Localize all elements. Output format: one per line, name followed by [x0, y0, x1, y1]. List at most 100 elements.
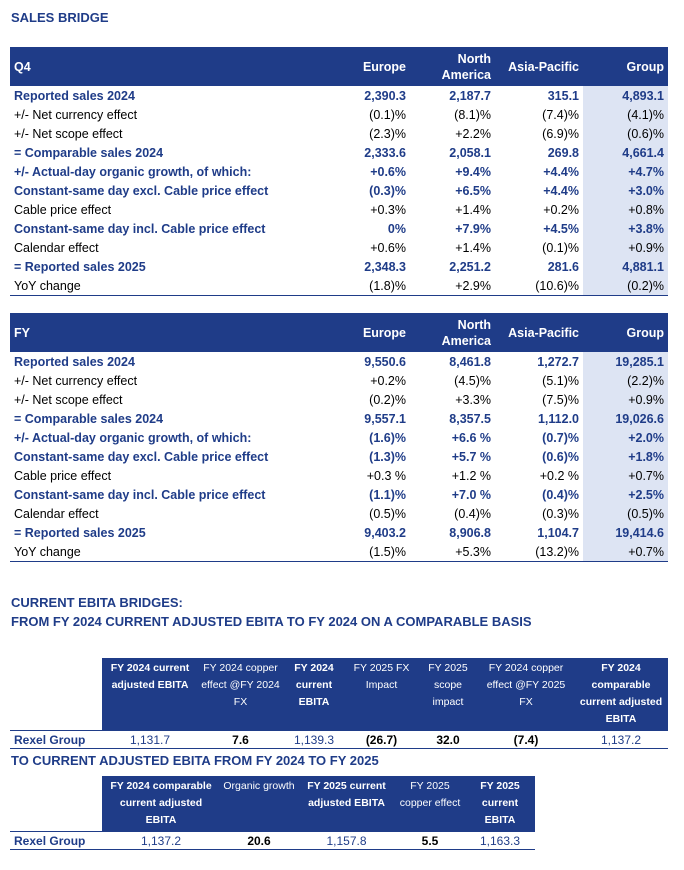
value-cell: +2.0% [583, 428, 668, 447]
section-heading: TO CURRENT ADJUSTED EBITA FROM FY 2024 T… [11, 753, 379, 768]
row-label: YoY change [10, 276, 330, 296]
row-label: +/- Net currency effect [14, 107, 138, 122]
value-cell: +7.9% [455, 221, 491, 236]
value-cell: 2,390.3 [364, 88, 406, 103]
value-cell: (0.5)% [583, 504, 668, 523]
ebita-table: FY 2024 comparable current adjusted EBIT… [10, 776, 535, 850]
value-cell: 7.6 [198, 730, 283, 749]
header-cell: FY 2024 current adjusted EBITA [102, 658, 198, 731]
value-cell: (0.4)% [542, 487, 579, 502]
value-cell: (1.1)% [369, 487, 406, 502]
row-label: Constant-same day excl. Cable price effe… [14, 449, 269, 464]
value-cell: +0.3 % [366, 468, 406, 483]
row: = Comparable sales 2024 9,557.1 8,357.5 1,1… [10, 409, 668, 428]
section-heading: FROM FY 2024 CURRENT ADJUSTED EBITA TO F… [11, 614, 532, 629]
row: Constant-same day incl. Cable price effe… [10, 485, 668, 504]
value-cell: (8.1)% [454, 107, 491, 122]
header-cell: Group [583, 47, 668, 86]
header-cell: FY 2024 current EBITA [283, 658, 345, 731]
header-cell: FY 2024 copper effect @FY 2024 FX [198, 658, 283, 731]
row: YoY change (1.8)% +2.9% (10.6)% (0.2)% [10, 276, 668, 296]
value-cell: 0% [387, 221, 406, 236]
value-cell: +4.4% [543, 183, 579, 198]
row-label: Reported sales 2024 [14, 88, 135, 103]
value-cell: +1.8% [583, 447, 668, 466]
header-row: Q4 Europe North America Asia-Pacific Group [10, 47, 668, 86]
value-cell: (0.1)% [369, 107, 406, 122]
header-cell: FY 2025 copper effect [395, 776, 465, 832]
row-label: = Reported sales 2025 [14, 525, 146, 540]
value-cell: 2,348.3 [364, 259, 406, 274]
header-row: FY Europe North America Asia-Pacific Group [10, 313, 668, 352]
value-cell: +0.8% [583, 200, 668, 219]
row: Constant-same day incl. Cable price effe… [10, 219, 668, 238]
row: Cable price effect +0.3 % +1.2 % +0.2 % +0.7… [10, 466, 668, 485]
value-cell: 1,157.8 [298, 831, 395, 850]
row-label: Calendar effect [14, 506, 99, 521]
value-cell: 5.5 [395, 831, 465, 850]
row-label: Constant-same day incl. Cable price effe… [14, 221, 266, 236]
value-cell: +1.4% [455, 202, 491, 217]
value-cell: (0.3)% [542, 506, 579, 521]
value-cell: (1.6)% [369, 430, 406, 445]
value-cell: +1.2 % [451, 468, 491, 483]
q4-table: Q4 Europe North America Asia-Pacific Group Re… [10, 47, 668, 296]
value-cell: (13.2)% [495, 542, 583, 562]
value-cell: 9,557.1 [364, 411, 406, 426]
value-cell: 20.6 [220, 831, 298, 850]
value-cell: 8,357.5 [449, 411, 491, 426]
value-cell: 4,661.4 [583, 143, 668, 162]
value-cell: +0.6% [370, 240, 406, 255]
section-heading: CURRENT EBITA BRIDGES: [11, 595, 183, 610]
row-label: = Comparable sales 2024 [14, 145, 164, 160]
row-label: Reported sales 2024 [14, 354, 135, 369]
value-cell: +6.5% [455, 183, 491, 198]
value-cell: +6.6 % [451, 430, 491, 445]
value-cell: +4.7% [583, 162, 668, 181]
header-cell: FY [10, 313, 330, 352]
value-cell: 269.8 [547, 145, 579, 160]
value-cell: 2,058.1 [449, 145, 491, 160]
header-cell: Asia-Pacific [495, 313, 583, 352]
row: Constant-same day excl. Cable price effe… [10, 181, 668, 200]
value-cell: +0.3% [370, 202, 406, 217]
value-cell: 32.0 [418, 730, 478, 749]
value-cell: (10.6)% [495, 276, 583, 296]
value-cell: (5.1)% [542, 373, 579, 388]
header-cell [10, 776, 102, 832]
value-cell: 8,461.8 [449, 354, 491, 369]
value-cell: (7.4) [478, 730, 574, 749]
value-cell: 1,272.7 [537, 354, 579, 369]
value-cell: +0.9% [583, 238, 668, 257]
value-cell: (1.8)% [330, 276, 410, 296]
header-cell: North America [410, 47, 495, 86]
header-cell: FY 2024 comparable current adjusted EBIT… [574, 658, 668, 731]
header-cell: North America [410, 313, 495, 352]
value-cell: +0.9% [583, 390, 668, 409]
value-cell: +0.7% [583, 466, 668, 485]
header-cell: FY 2025 scope impact [418, 658, 478, 731]
value-cell: (2.2)% [583, 371, 668, 390]
ebita-table: FY 2024 current adjusted EBITA FY 2024 co… [10, 658, 668, 749]
header-row: FY 2024 current adjusted EBITA FY 2024 co… [10, 658, 668, 731]
fy-table: FY Europe North America Asia-Pacific Group Re… [10, 313, 668, 562]
value-cell: (1.3)% [369, 449, 406, 464]
value-cell: 1,137.2 [574, 730, 668, 749]
value-cell: +0.7% [583, 542, 668, 562]
row-label: Calendar effect [14, 240, 99, 255]
value-cell: 1,139.3 [283, 730, 345, 749]
row-label: +/- Actual-day organic growth, of which: [14, 430, 252, 445]
value-cell: (26.7) [345, 730, 418, 749]
row-label: +/- Net scope effect [14, 126, 123, 141]
row: +/- Actual-day organic growth, of which:… [10, 162, 668, 181]
value-cell: 1,104.7 [537, 525, 579, 540]
value-cell: +9.4% [455, 164, 491, 179]
value-cell: 315.1 [547, 88, 579, 103]
row: +/- Actual-day organic growth, of which:… [10, 428, 668, 447]
value-cell: (0.2)% [369, 392, 406, 407]
value-cell: (2.3)% [369, 126, 406, 141]
header-cell: FY 2024 copper effect @FY 2025 FX [478, 658, 574, 731]
value-cell: (0.1)% [542, 240, 579, 255]
row: Constant-same day excl. Cable price effe… [10, 447, 668, 466]
